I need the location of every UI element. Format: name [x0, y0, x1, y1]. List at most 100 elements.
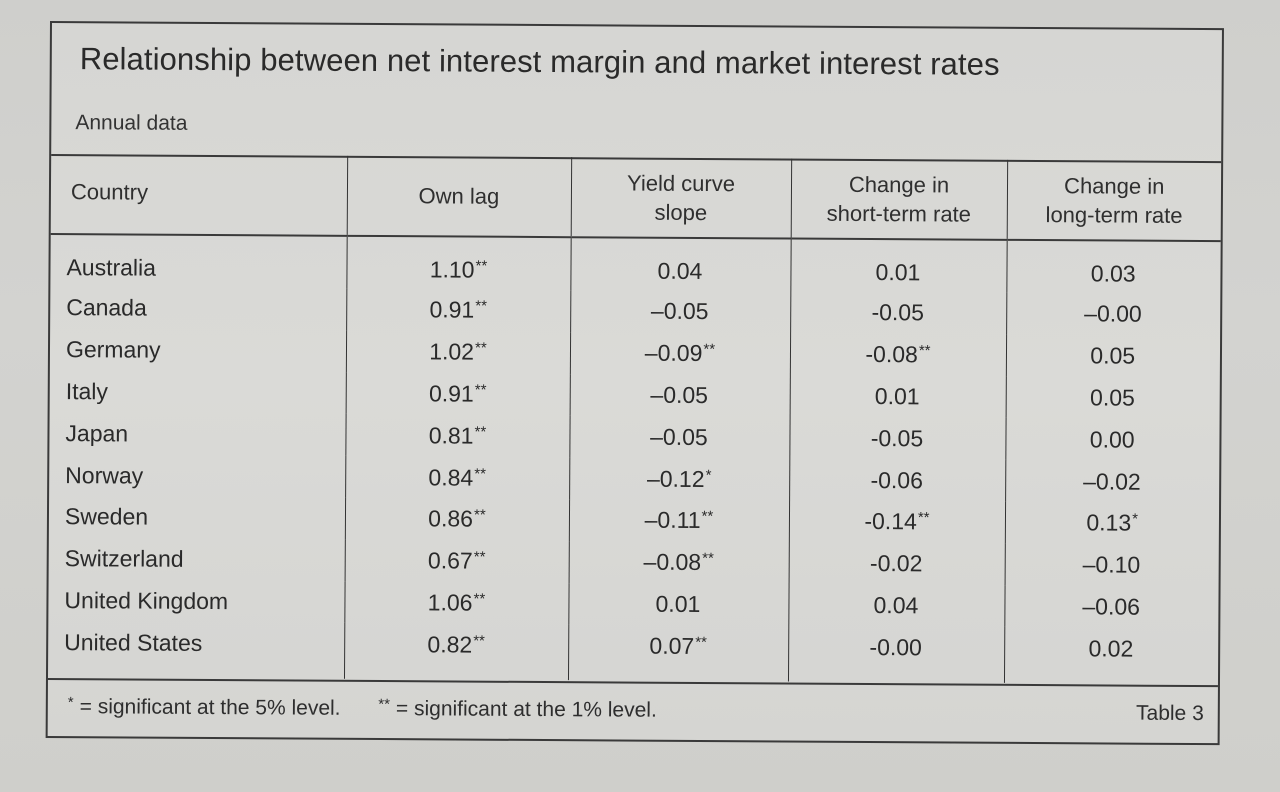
table-body: Australia 1.10** 0.04 0.01 0.03 Canada 0.91** –… — [48, 234, 1221, 685]
coefficient-value: -0.05 — [870, 424, 924, 452]
column-header-label: short-term rate — [826, 200, 972, 227]
significance-marker: ** — [701, 508, 714, 526]
table-sheet: Relationship between net interest margin… — [45, 21, 1224, 746]
change-short-term-cell: -0.06 — [789, 458, 1006, 502]
country-cell: Norway — [65, 461, 144, 489]
significance-marker: ** — [475, 297, 488, 316]
coefficient-value: 0.02 — [1088, 635, 1134, 662]
footnote-text-1pct: = significant at the 1% level. — [395, 697, 657, 722]
footnote-mark-5pct: * — [67, 694, 74, 712]
column-header-label: Yield curve — [626, 170, 736, 196]
change-short-term-cell: -0.02 — [788, 542, 1005, 586]
change-long-term-cell: 0.02 — [1003, 627, 1219, 685]
column-header-yield-curve-slope: Yield curve slope — [570, 157, 792, 239]
significance-marker: ** — [473, 632, 485, 650]
coefficient-value: 0.82 — [427, 631, 473, 658]
coefficient-value: 0.91 — [428, 380, 474, 407]
coefficient-value: –0.08 — [643, 548, 702, 576]
coefficient-value: –0.05 — [650, 423, 708, 450]
own-lag-cell: 0.84** — [345, 455, 570, 500]
country-cell: Canada — [66, 294, 147, 321]
significance-marker: * — [705, 466, 712, 484]
change-short-term-cell: -0.08** — [789, 333, 1007, 377]
coefficient-value: –0.12 — [646, 465, 705, 492]
yield-curve-slope-cell: 0.04 — [570, 237, 791, 292]
significance-marker: ** — [917, 509, 930, 527]
coefficient-value: 0.01 — [875, 258, 921, 285]
change-short-term-cell: 0.01 — [789, 375, 1006, 419]
coefficient-value: 0.05 — [1090, 342, 1136, 369]
change-long-term-cell: –0.10 — [1004, 543, 1219, 587]
change-long-term-cell: 0.03 — [1006, 239, 1221, 295]
coefficient-value: -0.05 — [871, 299, 925, 326]
title-block: Relationship between net interest margin… — [51, 23, 1222, 164]
coefficient-value: 0.05 — [1090, 384, 1135, 411]
table-row: Norway 0.84** –0.12* -0.06 –0.02 — [49, 454, 1220, 504]
own-lag-cell: 0.67** — [344, 539, 569, 583]
coefficient-value: 0.01 — [655, 590, 701, 617]
table-row: Canada 0.91** –0.05 -0.05 –0.00 — [50, 287, 1221, 336]
coefficient-value: –0.00 — [1084, 300, 1142, 328]
column-header-change-short-term: Change in short-term rate — [790, 158, 1008, 240]
table-number-label: Table 3 — [1136, 701, 1204, 726]
coefficient-value: 0.84 — [428, 463, 474, 491]
yield-curve-slope-cell: 0.01 — [568, 582, 789, 626]
table-footer: * = significant at the 5% level. ** = sign… — [47, 677, 1218, 744]
change-long-term-cell: –0.02 — [1005, 460, 1220, 504]
country-cell: Germany — [65, 336, 161, 363]
column-header-label: Own lag — [418, 183, 500, 209]
table-row: United States 0.82** 0.07** -0.00 0.02 — [48, 621, 1219, 685]
coefficient-value: 0.07 — [649, 632, 695, 659]
column-header-own-lag: Own lag — [346, 155, 572, 238]
coefficient-value: –0.10 — [1082, 551, 1141, 578]
column-header-label: slope — [654, 199, 708, 225]
country-cell: Italy — [65, 378, 109, 405]
country-cell: Australia — [66, 253, 157, 281]
country-cell: United States — [64, 628, 203, 656]
coefficient-value: 1.10 — [429, 255, 475, 283]
table-subtitle: Annual data — [75, 111, 188, 135]
change-short-term-cell: -0.00 — [787, 625, 1005, 684]
significance-marker: * — [1132, 510, 1139, 529]
table-row: Sweden 0.86** –0.11** -0.14** 0.13* — [49, 496, 1220, 545]
coefficient-value: –0.02 — [1083, 467, 1141, 495]
own-lag-cell: 1.10** — [346, 235, 571, 291]
country-cell: Sweden — [64, 503, 149, 530]
yield-curve-slope-cell: –0.05 — [569, 415, 790, 459]
own-lag-cell: 0.91** — [345, 372, 570, 416]
table-title: Relationship between net interest margin… — [79, 41, 1000, 82]
coefficient-value: 0.81 — [428, 422, 474, 449]
change-short-term-cell: 0.04 — [788, 584, 1005, 628]
coefficient-value: –0.06 — [1082, 593, 1141, 620]
change-short-term-cell: -0.05 — [790, 291, 1007, 335]
significance-marker: ** — [474, 339, 487, 357]
coefficient-value: 0.01 — [874, 383, 920, 410]
coefficient-value: –0.05 — [650, 381, 709, 409]
yield-curve-slope-cell: 0.07** — [567, 624, 789, 682]
change-long-term-cell: –0.00 — [1006, 292, 1221, 336]
coefficient-value: -0.06 — [870, 466, 924, 493]
change-long-term-cell: 0.05 — [1005, 376, 1220, 420]
own-lag-cell: 0.82** — [343, 623, 569, 681]
header-row: Country Own lag Yield curve slope Change in s… — [50, 154, 1222, 242]
yield-curve-slope-cell: –0.11** — [568, 499, 790, 543]
change-long-term-cell: 0.05 — [1005, 334, 1221, 378]
coefficient-value: –0.11 — [644, 507, 701, 534]
footnote-text-5pct: = significant at the 5% level. — [79, 695, 341, 720]
country-cell: Japan — [65, 419, 129, 447]
table-row: Australia 1.10** 0.04 0.01 0.03 — [50, 234, 1221, 295]
own-lag-cell: 0.81** — [345, 414, 570, 458]
yield-curve-slope-cell: –0.05 — [569, 373, 790, 417]
coefficient-value: –0.05 — [650, 298, 709, 325]
country-cell: Switzerland — [64, 545, 184, 572]
table-row: United Kingdom 1.06** 0.01 0.04 –0.06 — [48, 580, 1219, 629]
column-header-label: Change in — [1064, 172, 1165, 199]
coefficient-value: –0.09 — [644, 339, 703, 367]
coefficient-value: 1.06 — [427, 589, 473, 616]
significance-marker: ** — [702, 550, 714, 568]
change-short-term-cell: -0.14** — [788, 500, 1006, 544]
change-long-term-cell: 0.00 — [1005, 418, 1220, 462]
significance-marker: ** — [703, 341, 716, 359]
significance-marker: ** — [918, 342, 931, 360]
coefficient-value: 0.13 — [1086, 509, 1132, 536]
